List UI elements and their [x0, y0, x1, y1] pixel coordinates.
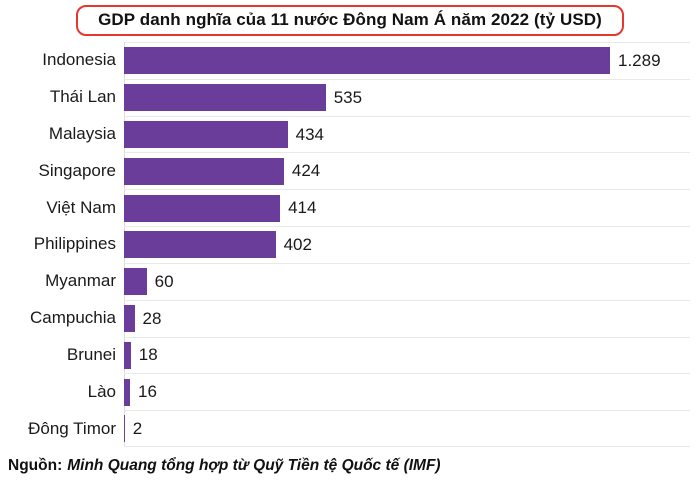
value-label: 16	[138, 382, 157, 402]
source-prefix: Nguồn:	[8, 457, 63, 474]
plot-cell: 16	[124, 373, 690, 410]
value-label: 18	[138, 345, 158, 365]
chart-row: Brunei 18	[0, 336, 700, 374]
plot-cell: 535	[124, 78, 690, 116]
plot-cell: 402	[124, 226, 690, 263]
plot-cell: 1.289	[124, 42, 690, 79]
chart-row: Singapore 424	[0, 152, 700, 190]
chart-row: Việt Nam 414	[0, 189, 700, 226]
bar-chart: Indonesia 1.289 Thái Lan 535 Malaysia 43…	[0, 42, 700, 447]
value-label: 424	[291, 161, 321, 181]
chart-row: Philippines 402	[0, 226, 700, 263]
chart-row: Campuchia 28	[0, 299, 700, 337]
chart-row: Thái Lan 535	[0, 78, 700, 116]
plot-cell: 434	[124, 115, 690, 153]
gdp-bar	[124, 341, 131, 369]
gdp-bar	[124, 84, 326, 112]
country-label: Lào	[87, 381, 116, 401]
gdp-bar	[124, 305, 135, 333]
value-label: 2	[132, 418, 143, 438]
country-label: Malaysia	[48, 124, 116, 144]
plot-cell: 414	[124, 189, 690, 226]
gdp-bar	[124, 415, 125, 443]
country-label: Philippines	[33, 234, 116, 254]
gdp-bar	[124, 194, 281, 222]
country-label: Myanmar	[45, 271, 116, 291]
country-label: Brunei	[66, 344, 116, 364]
value-label: 402	[283, 234, 312, 254]
value-label: 28	[142, 308, 162, 328]
country-label: Singapore	[38, 160, 116, 180]
chart-row: Lào 16	[0, 373, 700, 410]
gdp-bar	[124, 121, 288, 149]
source-note: Nguồn: Minh Quang tổng hợp từ Quỹ Tiền tệ…	[0, 447, 700, 475]
country-label: Đông Timor	[28, 418, 116, 438]
country-label: Campuchia	[30, 308, 116, 328]
value-label: 60	[154, 271, 174, 291]
plot-cell: 28	[124, 299, 690, 337]
value-label: 414	[288, 198, 317, 218]
chart-row: Malaysia 434	[0, 115, 700, 153]
gdp-bar	[124, 47, 610, 75]
gdp-bar	[124, 157, 284, 185]
chart-row: Indonesia 1.289	[0, 42, 700, 79]
plot-cell: 2	[124, 410, 690, 447]
plot-cell: 424	[124, 152, 690, 190]
chart-row: Đông Timor 2	[0, 410, 700, 447]
value-label: 535	[333, 87, 363, 107]
plot-cell: 18	[124, 336, 690, 374]
country-label: Thái Lan	[49, 87, 116, 107]
chart-row: Myanmar 60	[0, 262, 700, 300]
value-label: 1.289	[618, 50, 661, 70]
chart-title: GDP danh nghĩa của 11 nước Đông Nam Á nă…	[76, 5, 624, 36]
gdp-bar	[124, 231, 276, 259]
value-label: 434	[295, 124, 324, 144]
gdp-bar	[124, 268, 147, 296]
country-label: Indonesia	[42, 50, 116, 70]
country-label: Việt Nam	[46, 197, 116, 217]
source-text: Minh Quang tổng hợp từ Quỹ Tiền tệ Quốc …	[67, 457, 441, 474]
plot-cell: 60	[124, 262, 690, 300]
gdp-bar	[124, 378, 131, 406]
